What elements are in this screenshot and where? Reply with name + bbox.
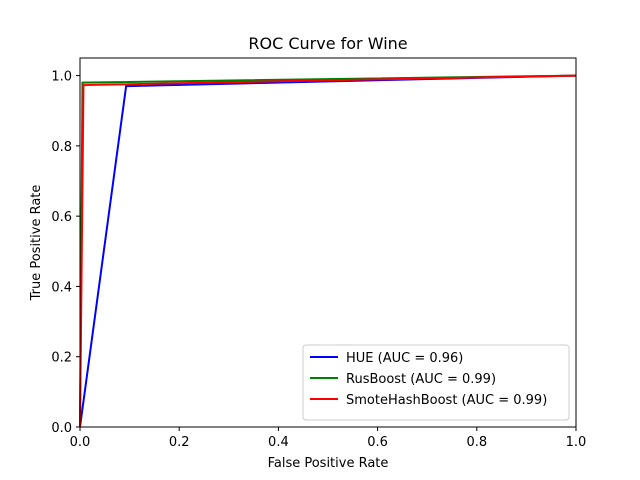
y-tick-label: 1.0 (51, 70, 72, 85)
legend-label: RusBoost (AUC = 0.99) (346, 372, 496, 387)
legend: HUE (AUC = 0.96) RusBoost (AUC = 0.99) Smo… (302, 344, 570, 421)
series-line (79, 74, 577, 428)
y-tick-label: 0.8 (51, 140, 72, 155)
x-tick-label: 0.8 (466, 435, 487, 450)
x-tick-label: 0.2 (169, 435, 190, 450)
chart-title: ROC Curve for Wine (248, 34, 407, 53)
x-tick-label: 0.6 (367, 435, 388, 450)
x-axis-label: False Positive Rate (268, 456, 389, 471)
legend-label: HUE (AUC = 0.96) (346, 351, 463, 366)
y-tick-label: 0.0 (51, 421, 72, 436)
series-layer (79, 74, 577, 428)
plot-frame (79, 57, 577, 428)
x-axis: 0.0 0.2 0.4 0.6 0.8 1.0 (70, 427, 587, 450)
x-tick-label: 0.4 (268, 435, 289, 450)
y-axis-label: True Positive Rate (29, 185, 44, 302)
legend-label: SmoteHashBoost (AUC = 0.99) (346, 393, 547, 408)
x-tick-label: 0.0 (70, 435, 91, 450)
legend-box (302, 344, 570, 421)
y-tick-label: 0.6 (51, 210, 72, 225)
y-tick-label: 0.2 (51, 351, 72, 366)
x-tick-label: 1.0 (566, 435, 587, 450)
y-tick-label: 0.4 (51, 280, 72, 295)
y-axis: 0.0 0.2 0.4 0.6 0.8 1.0 (51, 70, 80, 436)
